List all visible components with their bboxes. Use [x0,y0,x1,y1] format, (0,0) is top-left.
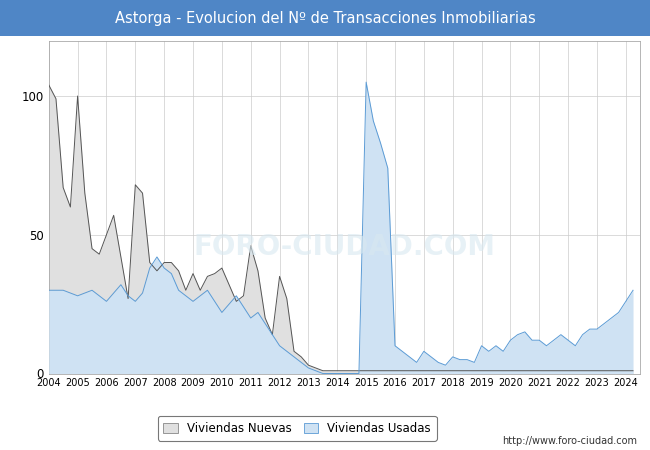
Text: FORO-CIUDAD.COM: FORO-CIUDAD.COM [194,233,495,261]
Text: Astorga - Evolucion del Nº de Transacciones Inmobiliarias: Astorga - Evolucion del Nº de Transaccio… [114,10,536,26]
Legend: Viviendas Nuevas, Viviendas Usadas: Viviendas Nuevas, Viviendas Usadas [157,416,437,441]
Text: http://www.foro-ciudad.com: http://www.foro-ciudad.com [502,436,637,446]
